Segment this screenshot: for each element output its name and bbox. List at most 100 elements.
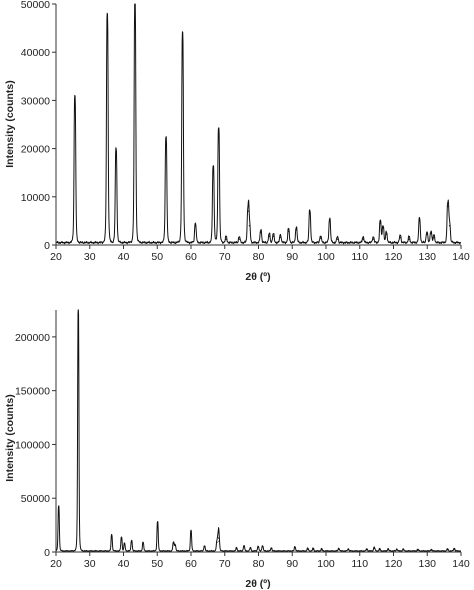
bottom-peak-point-3 <box>120 537 123 539</box>
top-peak-point-32 <box>430 232 432 235</box>
bottom-x-tick-label: 100 <box>317 558 335 570</box>
top-peak-point-16 <box>279 236 282 238</box>
bottom-peak-point-8 <box>172 542 175 545</box>
top-x-tick-label: 120 <box>385 251 403 263</box>
bottom-peak-point-30 <box>387 549 389 551</box>
top-peak-point-30 <box>418 220 421 222</box>
bottom-diffractogram: Intensity (counts) 2θ (º) 20 30 40 50 60 70 80… <box>4 309 470 590</box>
bottom-y-tick-label: 200000 <box>15 332 50 344</box>
top-peak-point-13 <box>260 231 262 234</box>
top-peak-point-7 <box>212 167 214 169</box>
bottom-peak-point-9 <box>174 544 176 547</box>
bottom-y-axis-title: Intensity (counts) <box>4 394 16 482</box>
bottom-peak-point-33 <box>417 549 419 551</box>
top-peak-point-31 <box>426 233 428 235</box>
top-series-line <box>56 4 461 245</box>
top-peak-point-9 <box>225 238 227 240</box>
top-peak-point-1 <box>106 15 108 17</box>
bottom-peak-point-25 <box>338 548 340 550</box>
bottom-x-tick-label: 40 <box>118 558 130 570</box>
top-peak-point-5 <box>181 34 184 36</box>
bottom-x-tick-label: 30 <box>84 558 96 570</box>
top-peak-point-34 <box>447 205 449 208</box>
bottom-peak-point-15 <box>235 548 238 550</box>
top-peak-point-6 <box>194 225 196 227</box>
bottom-y-tick-label: 100000 <box>15 439 50 451</box>
top-x-tick-label: 80 <box>253 251 265 263</box>
top-y-tick-label: 20000 <box>21 144 50 156</box>
top-y-tick-label: 30000 <box>21 95 50 107</box>
bottom-peak-point-32 <box>402 549 404 551</box>
bottom-peak-point-6 <box>142 542 144 545</box>
top-peak-point-24 <box>372 238 374 240</box>
top-peak-point-25 <box>379 222 381 224</box>
bottom-x-tick-label: 50 <box>151 558 163 570</box>
bottom-peak-point-21 <box>294 547 296 549</box>
bottom-x-tick-label: 70 <box>219 558 231 570</box>
bottom-peak-point-36 <box>453 548 455 550</box>
bottom-x-tick-label: 60 <box>185 558 197 570</box>
top-y-tick-label: 10000 <box>21 192 50 204</box>
bottom-x-tick-label: 110 <box>351 558 368 570</box>
bottom-x-tick-label: 140 <box>452 558 470 570</box>
bottom-peak-point-12 <box>216 541 218 543</box>
top-peak-point-28 <box>399 237 401 239</box>
bottom-peak-point-11 <box>203 546 206 548</box>
top-x-tick-label: 60 <box>185 251 197 263</box>
bottom-peak-point-29 <box>379 549 381 551</box>
top-x-tick-label: 40 <box>118 251 130 263</box>
bottom-peak-point-24 <box>321 549 323 551</box>
bottom-peak-point-0 <box>58 506 60 508</box>
top-peak-point-18 <box>295 228 297 231</box>
bottom-peak-point-35 <box>446 549 449 551</box>
top-y-axis-title: Intensity (counts) <box>4 80 16 168</box>
bottom-peak-point-2 <box>111 535 113 537</box>
top-y-tick-label: 0 <box>44 240 50 252</box>
top-peak-point-3 <box>134 3 136 5</box>
top-y-tick-label: 50000 <box>21 0 50 11</box>
bottom-peak-point-22 <box>307 548 309 550</box>
top-peak-point-8 <box>218 128 220 130</box>
top-peak-point-35 <box>448 225 451 227</box>
top-x-tick-label: 140 <box>452 251 470 263</box>
top-x-axis-title: 2θ (º) <box>245 271 270 283</box>
top-x-tick-label: 110 <box>351 251 368 263</box>
bottom-peak-point-28 <box>373 547 375 549</box>
bottom-x-tick-label: 120 <box>385 558 403 570</box>
bottom-peak-point-7 <box>156 522 159 524</box>
top-peak-point-15 <box>272 235 274 237</box>
bottom-peak-point-17 <box>249 548 251 550</box>
bottom-peak-point-27 <box>366 549 368 551</box>
bottom-peak-point-34 <box>430 549 432 551</box>
bottom-peak-point-1 <box>77 309 79 311</box>
top-x-tick-label: 30 <box>84 251 96 263</box>
bottom-x-tick-label: 130 <box>418 558 436 570</box>
bottom-peak-point-19 <box>261 546 264 548</box>
bottom-peak-point-18 <box>257 546 259 548</box>
top-peak-point-11 <box>247 210 249 212</box>
bottom-peak-point-20 <box>270 548 272 550</box>
top-peak-point-23 <box>362 238 364 240</box>
top-peak-point-19 <box>309 211 311 213</box>
top-peak-point-22 <box>336 238 339 240</box>
top-y-tick-label: 40000 <box>21 47 50 59</box>
top-peak-point-20 <box>320 237 322 239</box>
bottom-x-tick-label: 80 <box>253 558 265 570</box>
bottom-x-axis-title: 2θ (º) <box>245 578 270 590</box>
top-peak-point-21 <box>329 220 331 222</box>
bottom-x-tick-label: 90 <box>286 558 298 570</box>
top-peak-point-29 <box>408 238 410 240</box>
bottom-peak-point-23 <box>312 548 314 550</box>
bottom-peak-point-31 <box>396 549 398 551</box>
bottom-y-tick-label: 0 <box>44 547 50 559</box>
bottom-y-tick-label: 50000 <box>21 493 50 505</box>
top-peak-point-12 <box>248 225 250 227</box>
top-x-tick-label: 70 <box>219 251 231 263</box>
top-peak-point-26 <box>382 227 384 229</box>
bottom-peak-point-14 <box>218 540 220 542</box>
bottom-peak-point-4 <box>123 543 126 546</box>
top-peak-point-0 <box>74 97 76 99</box>
bottom-x-tick-label: 20 <box>50 558 62 570</box>
